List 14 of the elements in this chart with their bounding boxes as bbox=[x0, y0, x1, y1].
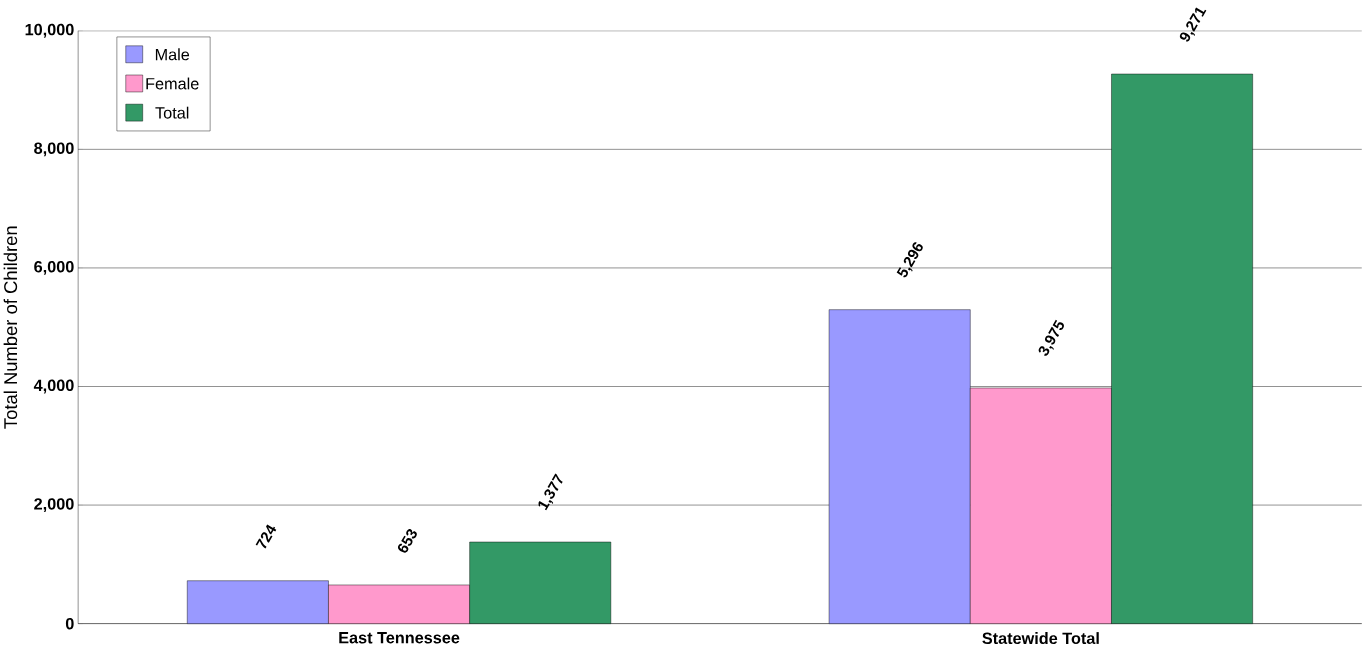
y-tick-label: 0 bbox=[65, 618, 74, 630]
y-tick-label: 10,000 bbox=[25, 24, 74, 38]
data-label: 724 bbox=[255, 524, 277, 549]
y-tick-label: 2,000 bbox=[34, 498, 74, 513]
y-tick-label: 6,000 bbox=[34, 261, 74, 276]
x-tick-label: East Tennessee bbox=[339, 632, 460, 644]
legend-label: Total bbox=[155, 106, 189, 119]
legend-label: Male bbox=[155, 48, 190, 61]
y-tick-label: 4,000 bbox=[33, 379, 74, 394]
y-tick-label: 8,000 bbox=[34, 142, 74, 157]
x-tick-label: Statewide Total bbox=[982, 632, 1099, 645]
legend-label: Female bbox=[146, 77, 199, 90]
y-axis-title: Total Number of Children bbox=[3, 226, 18, 429]
data-label: 653 bbox=[397, 529, 417, 553]
